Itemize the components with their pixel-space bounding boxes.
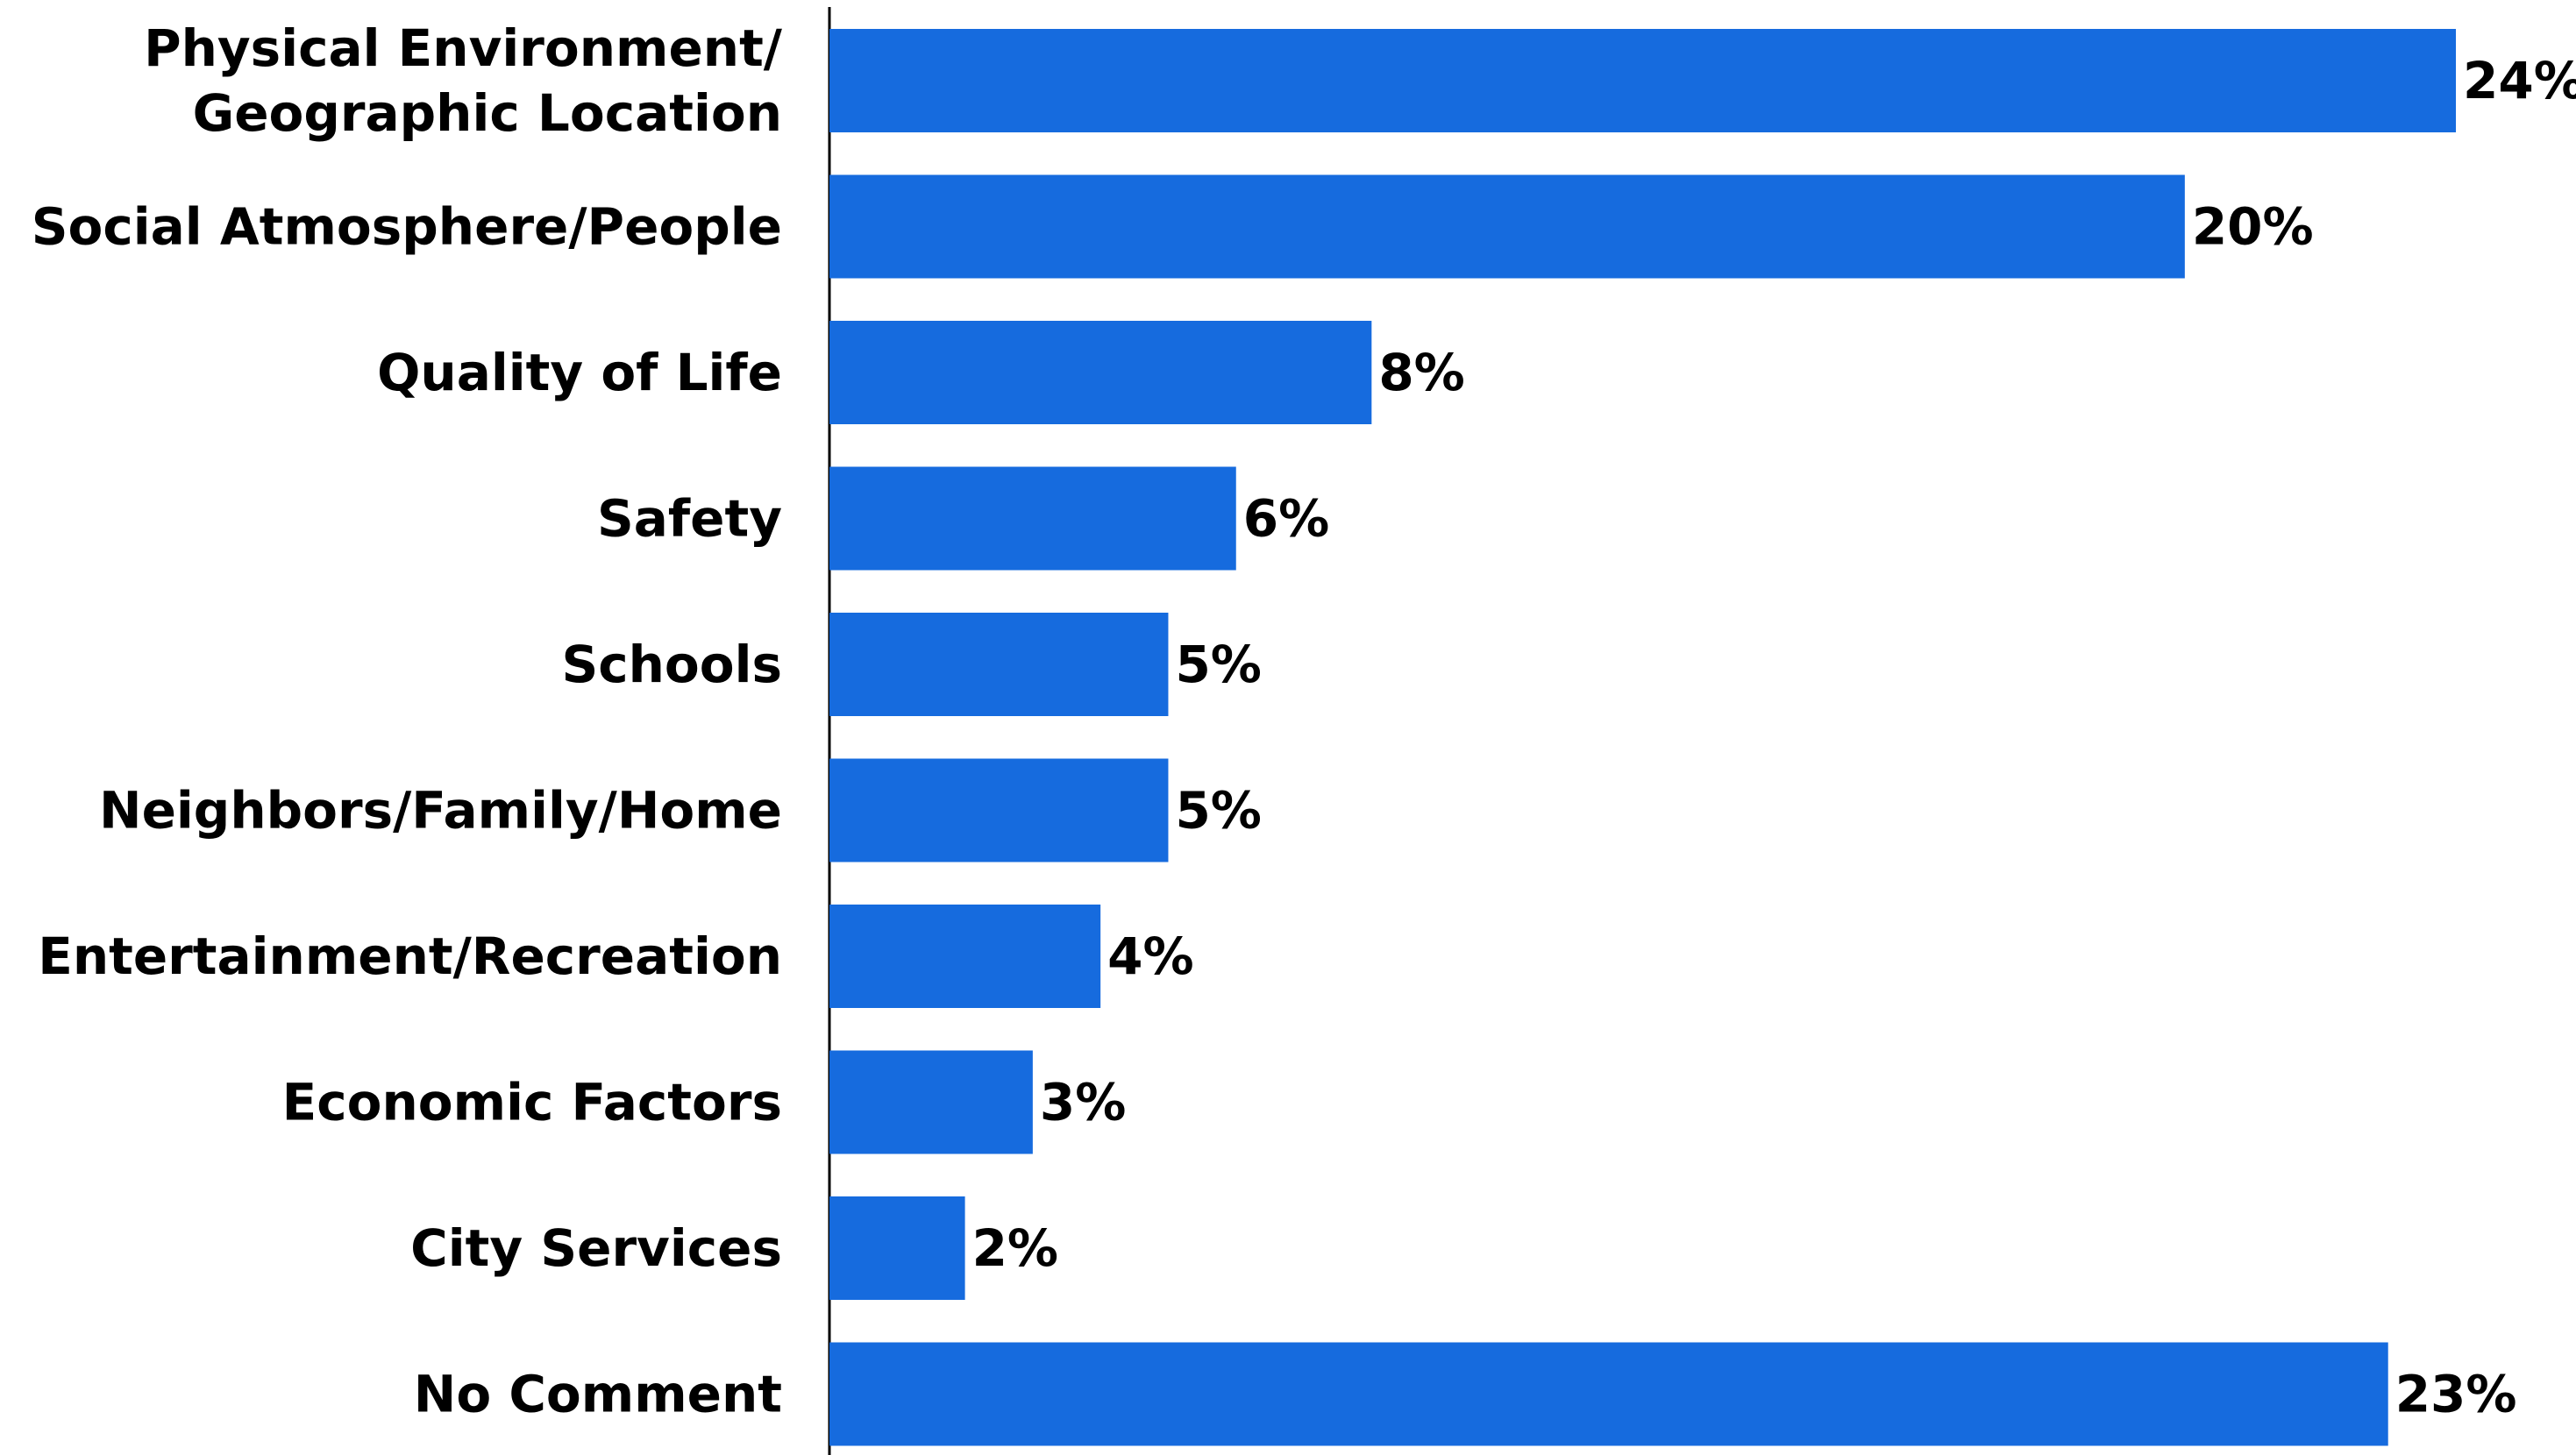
value-label-2: 8% [1378,343,1464,402]
bar-9 [829,1342,2388,1446]
value-label-3: 6% [1243,489,1329,549]
value-label-1: 20% [2192,197,2314,257]
category-label-9: No Comment [414,1365,782,1424]
value-label-4: 5% [1175,635,1261,694]
category-label-4: Schools [561,635,782,694]
value-labels-group: 24% 20% 8% 6% 5% 5% 4% 3% 2% 23% [972,51,2576,1424]
bar-4 [829,613,1169,716]
category-label-0: Physical Environment/Geographic Location [144,18,783,143]
bar-1 [829,174,2185,279]
value-label-6: 4% [1107,926,1193,986]
bar-8 [829,1196,965,1300]
category-labels-group: Physical Environment/Geographic Location… [32,18,783,1424]
bar-2 [829,321,1372,424]
value-label-9: 23% [2395,1365,2517,1424]
bar-6 [829,905,1101,1008]
value-label-0: 24% [2463,51,2576,110]
bar-3 [829,466,1236,571]
value-label-5: 5% [1175,781,1261,841]
category-label-8: City Services [410,1218,782,1278]
category-label-1: Social Atmosphere/People [32,197,782,257]
category-label-3: Safety [597,489,782,549]
category-label-5: Neighbors/Family/Home [99,781,782,841]
bar-5 [829,758,1169,862]
bar-0 [829,29,2456,132]
category-label-7: Economic Factors [282,1073,782,1132]
category-label-6: Entertainment/Recreation [38,926,782,986]
value-label-7: 3% [1040,1073,1126,1132]
bar-7 [829,1050,1033,1154]
value-label-8: 2% [972,1218,1058,1278]
bars-group [829,29,2456,1446]
category-label-2: Quality of Life [377,343,782,402]
